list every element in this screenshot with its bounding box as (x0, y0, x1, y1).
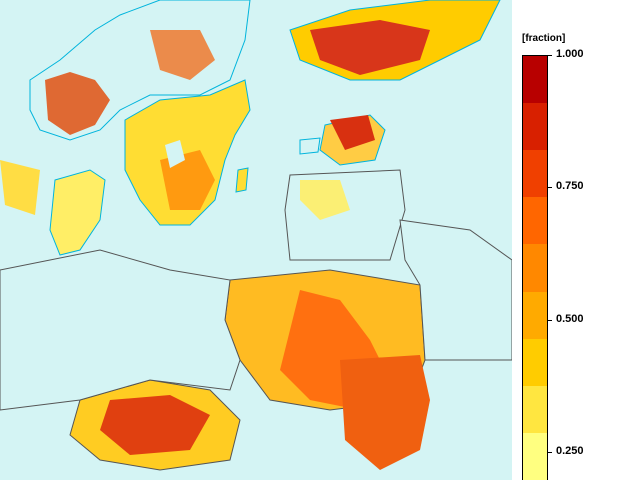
norway-fraction-area-2 (150, 30, 215, 80)
legend-color-segment (523, 103, 547, 151)
legend-color-segment (523, 291, 547, 339)
legend-tick-mark (548, 320, 552, 321)
legend-color-stack (523, 56, 547, 480)
baltics-fraction-area (300, 180, 350, 220)
legend-color-segment (523, 338, 547, 386)
belarus-land (399, 219, 512, 361)
czech-fraction-area (100, 395, 210, 455)
west-coast-fraction-area (0, 160, 40, 215)
legend-color-segment (523, 432, 547, 480)
legend-tick-mark (548, 452, 552, 453)
legend-tick-label: 0.500 (556, 313, 584, 325)
gotland-island (235, 167, 249, 193)
denmark-land (49, 169, 106, 256)
legend-tick-mark (548, 187, 552, 188)
finland-fraction-area (310, 20, 430, 75)
legend-color-segment (523, 385, 547, 433)
ukraine-fraction-area (340, 355, 430, 470)
germany-land (0, 249, 241, 411)
legend-color-bar (522, 55, 548, 480)
norway-fraction-area (45, 72, 110, 135)
legend-color-segment (523, 244, 547, 292)
sweden-land (124, 79, 251, 226)
legend-tick-label: 1.000 (556, 48, 584, 60)
estonia-fraction-area (330, 115, 375, 150)
legend-color-segment (523, 56, 547, 104)
legend-unit-label: [fraction] (522, 33, 566, 44)
saaremaa-island (299, 137, 321, 155)
legend-color-segment (523, 150, 547, 198)
map-canvas (0, 0, 512, 471)
map-panel (0, 0, 512, 480)
legend-tick-label: 0.250 (556, 445, 584, 457)
legend-color-segment (523, 197, 547, 245)
legend-tick-mark (548, 55, 552, 56)
vanern-lake (165, 140, 185, 168)
legend-tick-label: 0.750 (556, 180, 584, 192)
